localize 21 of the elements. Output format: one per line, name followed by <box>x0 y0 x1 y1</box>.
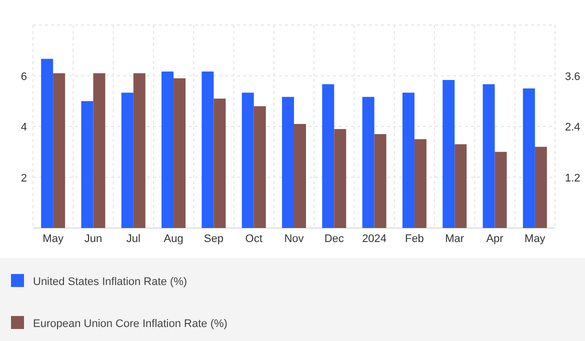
legend-label: European Union Core Inflation Rate (%) <box>33 318 228 330</box>
x-tick-label: Jul <box>126 233 140 245</box>
y-tick-label: 4 <box>20 122 27 134</box>
y2-tick-label: 1.2 <box>565 172 580 184</box>
x-tick-label: Dec <box>324 233 344 245</box>
x-tick-label: Feb <box>404 233 424 245</box>
y2-tick-label: 2.4 <box>565 122 580 134</box>
x-tick-label: Oct <box>245 233 262 245</box>
x-tick-label: 2024 <box>362 233 387 245</box>
x-tick-label: Apr <box>486 233 504 245</box>
x-tick-label: May <box>524 233 546 245</box>
legend-label: United States Inflation Rate (%) <box>33 276 188 288</box>
y-tick-label: 2 <box>20 172 27 184</box>
y2-tick-label: 3.6 <box>565 70 580 83</box>
x-tick-label: Sep <box>204 233 224 245</box>
x-tick-label: Jun <box>84 233 102 245</box>
x-tick-label: Mar <box>445 233 464 245</box>
x-tick-label: Nov <box>284 233 304 245</box>
x-tick-label: Aug <box>164 233 184 245</box>
y-tick-label: 6 <box>20 70 27 83</box>
x-tick-label: May <box>42 233 64 245</box>
